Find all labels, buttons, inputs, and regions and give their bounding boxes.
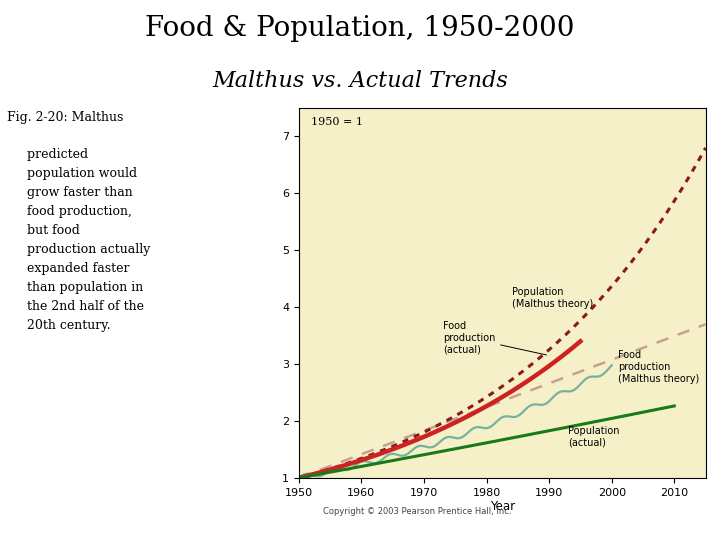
Text: 1950 = 1: 1950 = 1 — [311, 117, 363, 127]
Text: Food
production
(Malthus theory): Food production (Malthus theory) — [618, 350, 699, 383]
Text: Copyright © 2003 Pearson Prentice Hall, Inc.: Copyright © 2003 Pearson Prentice Hall, … — [323, 507, 512, 516]
Text: Malthus vs. Actual Trends: Malthus vs. Actual Trends — [212, 70, 508, 92]
Text: predicted
     population would
     grow faster than
     food production,
    : predicted population would grow faster t… — [7, 148, 150, 332]
Text: Population
(Malthus theory): Population (Malthus theory) — [512, 287, 593, 309]
Text: Food
production
(actual): Food production (actual) — [443, 321, 546, 355]
Text: Food & Population, 1950-2000: Food & Population, 1950-2000 — [145, 15, 575, 42]
Text: Population
(actual): Population (actual) — [568, 426, 619, 447]
Text: Fig. 2-20: Malthus: Fig. 2-20: Malthus — [7, 111, 124, 124]
X-axis label: Year: Year — [490, 501, 515, 514]
